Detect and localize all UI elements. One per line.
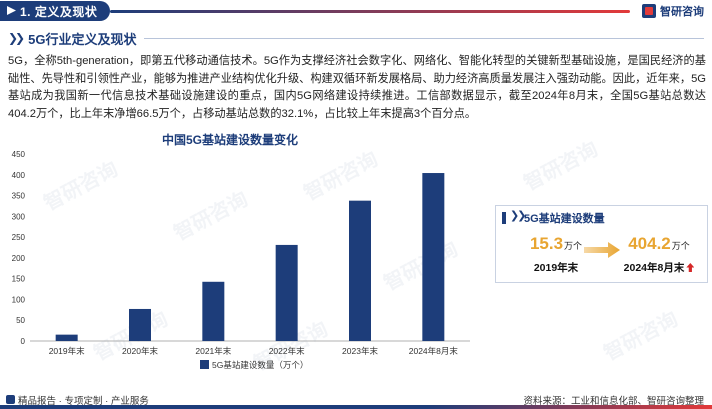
stat-card-header: ❯❯ 5G基站建设数量	[496, 206, 707, 228]
y-tick-label: 450	[12, 150, 26, 159]
divider	[144, 37, 704, 39]
bar	[275, 244, 298, 341]
top-bar: 1. 定义及现状 智研咨询	[0, 0, 712, 22]
metric-end-value: 404.2	[628, 234, 671, 253]
source-note: 资料来源：工业和信息化部、智研咨询整理	[523, 396, 704, 407]
y-tick-label: 100	[12, 295, 26, 304]
stat-card-title: 5G基站建设数量	[524, 213, 605, 225]
y-tick-label: 300	[12, 212, 26, 221]
section-tag: 1. 定义及现状	[0, 1, 110, 21]
bar	[422, 173, 445, 341]
bar	[202, 281, 225, 341]
chart-title: 中国5G基站建设数量变化	[161, 133, 298, 147]
metric-start-label: 2019年末	[533, 262, 579, 274]
right-arrow-icon	[584, 242, 620, 258]
metric-end-label-text: 2024年8月末	[623, 262, 685, 274]
brand-name: 智研咨询	[660, 6, 704, 18]
section-label: 1. 定义及现状	[20, 5, 98, 19]
y-tick-label: 50	[16, 316, 25, 325]
y-tick-label: 150	[12, 275, 26, 284]
bar-chart: 0 50 100 150 200 250 300 350 400 450 2019年末 2020年末 2…	[12, 150, 470, 370]
x-tick-label: 2020年末	[122, 346, 158, 356]
x-tick-label: 2021年末	[195, 346, 231, 356]
x-tick-label: 2024年8月末	[409, 346, 459, 356]
up-arrow-icon	[686, 263, 695, 272]
footer-tagline: 精品报告 · 专项定制 · 产业服务	[18, 396, 149, 407]
y-tick-label: 200	[12, 254, 26, 263]
x-tick-label: 2022年末	[269, 346, 305, 356]
metric-end: 404.2万个 2024年8月末	[616, 234, 702, 275]
legend-swatch	[200, 360, 209, 369]
x-tick-label: 2019年末	[49, 346, 85, 356]
metric-start-unit: 万个	[564, 241, 583, 251]
brand: 智研咨询	[642, 3, 704, 19]
watermark: 智研咨询	[600, 308, 682, 366]
footer: 精品报告 · 专项定制 · 产业服务 资料来源：工业和信息化部、智研咨询整理	[0, 390, 712, 409]
subheading: ❯❯ 5G行业定义及现状	[8, 27, 704, 49]
y-tick-label: 0	[21, 337, 26, 346]
metric-end-label: 2024年8月末	[616, 260, 702, 275]
accent-bar	[502, 212, 506, 224]
bar	[55, 334, 78, 341]
metric-start-value: 15.3	[529, 234, 564, 253]
y-tick-label: 350	[12, 192, 26, 201]
metric-start: 15.3万个 2019年末	[526, 234, 586, 275]
bar	[349, 200, 371, 341]
double-chevron-icon: ❯❯	[8, 31, 25, 45]
body-paragraph: 5G，全称5th-generation，即第五代移动通信技术。5G作为支撑经济社…	[8, 55, 706, 120]
subheading-title: 5G行业定义及现状	[28, 31, 137, 47]
watermark: 智研咨询	[520, 138, 602, 196]
y-tick-label: 400	[12, 171, 26, 180]
brand-logo-icon	[642, 4, 656, 18]
metric-end-unit: 万个	[671, 241, 690, 251]
footer-logo-icon	[6, 395, 15, 404]
x-tick-label: 2023年末	[342, 346, 378, 356]
double-chevron-icon: ❯❯	[510, 210, 527, 222]
footer-stripe	[0, 405, 712, 409]
stat-card: ❯❯ 5G基站建设数量 15.3万个 2019年末 404.2万个 2024年8…	[495, 205, 708, 283]
header-stripe	[110, 10, 630, 13]
legend-label: 5G基站建设数量（万个）	[212, 360, 308, 370]
play-icon	[7, 6, 16, 15]
y-tick-label: 250	[12, 233, 26, 242]
bar	[129, 308, 151, 341]
